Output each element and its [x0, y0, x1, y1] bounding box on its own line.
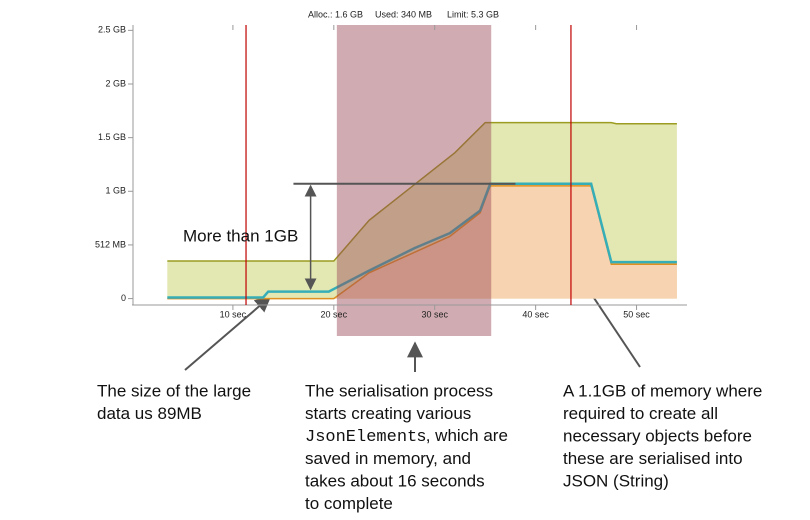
- note-line: saved in memory, and: [305, 449, 471, 468]
- highlight-span: [336, 25, 492, 336]
- y-tick-label: 1 GB: [105, 186, 126, 196]
- y-tick-label: 2.5 GB: [98, 25, 126, 35]
- area-fill: [167, 185, 677, 299]
- note-code: JsonElement: [305, 428, 417, 447]
- x-tick-label: 30 sec: [421, 309, 448, 319]
- note-line: JSON (String): [563, 471, 669, 490]
- arrow: [184, 295, 272, 371]
- note-line: these are serialised into: [563, 449, 743, 468]
- note-line: starts creating various: [305, 404, 471, 423]
- note-line: takes about 16 seconds: [305, 471, 485, 490]
- y-tick-label: 512 MB: [95, 239, 126, 249]
- header-stat: Used: 340 MB: [375, 9, 432, 19]
- header-stat: Alloc.: 1.6 GB: [308, 9, 363, 19]
- y-tick-label: 2 GB: [105, 78, 126, 88]
- note-line: The serialisation process: [305, 381, 493, 400]
- x-tick-label: 10 sec: [220, 309, 247, 319]
- note-line: to complete: [305, 494, 393, 513]
- note-line: required to create all: [563, 404, 718, 423]
- x-tick-label: 50 sec: [623, 309, 650, 319]
- note-line: necessary objects before: [563, 426, 752, 445]
- y-tick-label: 1.5 GB: [98, 132, 126, 142]
- note-text: s, which are: [417, 426, 508, 445]
- y-tick-label: 0: [121, 293, 126, 303]
- x-tick-label: 40 sec: [522, 309, 549, 319]
- note-line: JsonElements, which are: [305, 426, 508, 447]
- measure-label: More than 1GB: [183, 226, 298, 245]
- note-line: A 1.1GB of memory where: [563, 381, 762, 400]
- series-line: [167, 121, 677, 262]
- note-line: The size of the large: [97, 381, 251, 400]
- header-stat: Limit: 5.3 GB: [447, 9, 499, 19]
- series-line: [167, 182, 677, 299]
- x-tick-label: 20 sec: [321, 309, 348, 319]
- note-line: data us 89MB: [97, 404, 202, 423]
